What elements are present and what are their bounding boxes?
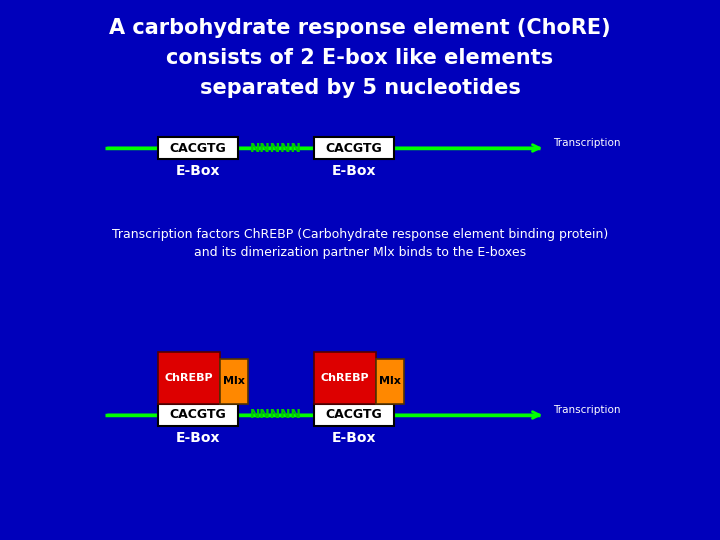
Text: Mlx: Mlx xyxy=(379,376,401,387)
Text: E-Box: E-Box xyxy=(332,164,377,178)
Text: E-Box: E-Box xyxy=(332,431,377,445)
Bar xyxy=(314,352,376,404)
Bar xyxy=(314,137,394,159)
Text: CACGTG: CACGTG xyxy=(170,141,226,154)
Bar xyxy=(158,404,238,426)
Bar xyxy=(158,352,220,404)
Text: NNNNN: NNNNN xyxy=(250,141,302,154)
Text: consists of 2 E-box like elements: consists of 2 E-box like elements xyxy=(166,48,554,68)
Text: and its dimerization partner Mlx binds to the E-boxes: and its dimerization partner Mlx binds t… xyxy=(194,246,526,259)
Text: separated by 5 nucleotides: separated by 5 nucleotides xyxy=(199,78,521,98)
Text: Transcription factors ChREBP (Carbohydrate response element binding protein): Transcription factors ChREBP (Carbohydra… xyxy=(112,228,608,241)
Bar xyxy=(220,359,248,404)
Text: CACGTG: CACGTG xyxy=(325,141,382,154)
Text: A carbohydrate response element (ChoRE): A carbohydrate response element (ChoRE) xyxy=(109,18,611,38)
Text: ChREBP: ChREBP xyxy=(165,373,213,383)
Text: Transcription: Transcription xyxy=(553,405,621,415)
Text: Mlx: Mlx xyxy=(223,376,245,387)
Bar xyxy=(158,137,238,159)
Text: CACGTG: CACGTG xyxy=(170,408,226,422)
Text: ChREBP: ChREBP xyxy=(320,373,369,383)
Bar xyxy=(376,359,404,404)
Text: NNNNN: NNNNN xyxy=(250,408,302,422)
Text: E-Box: E-Box xyxy=(176,431,220,445)
Bar xyxy=(314,404,394,426)
Text: Transcription: Transcription xyxy=(553,138,621,148)
Text: E-Box: E-Box xyxy=(176,164,220,178)
Text: CACGTG: CACGTG xyxy=(325,408,382,422)
